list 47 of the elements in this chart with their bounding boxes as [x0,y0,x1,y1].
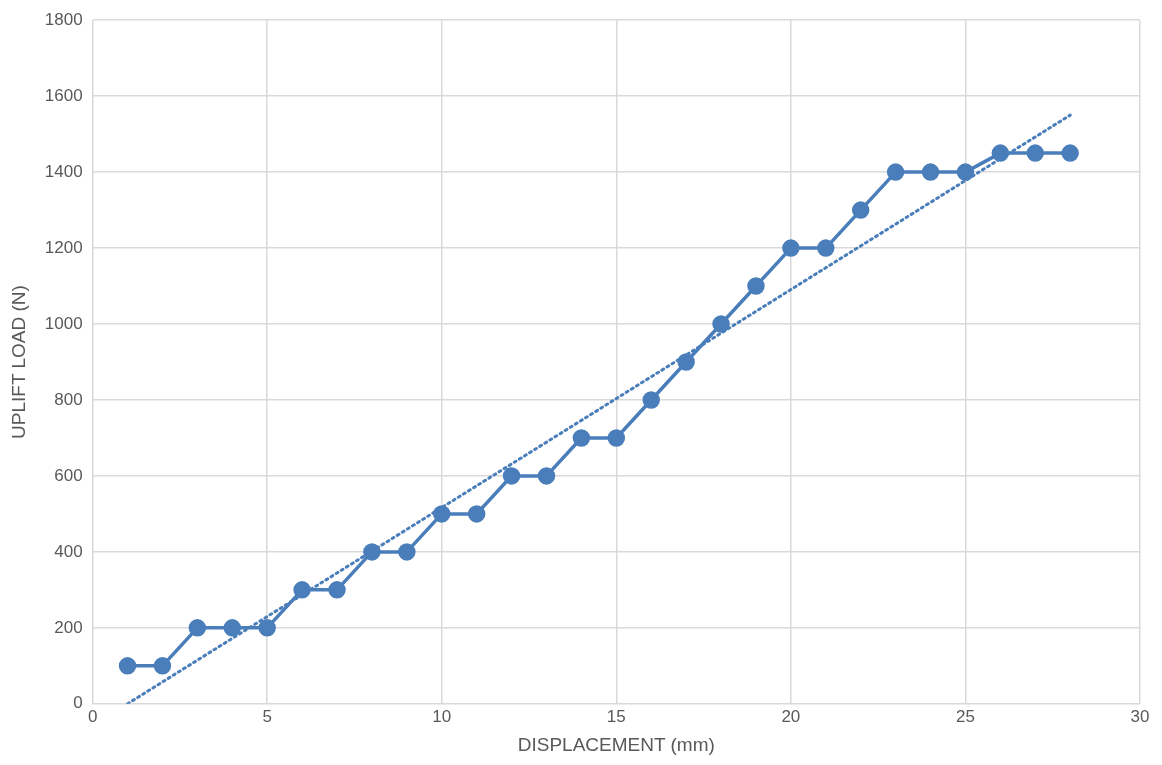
point [398,543,416,561]
point [363,543,381,561]
point [502,467,521,485]
y-tick-label: 200 [54,617,83,637]
y-tick-label: 0 [73,693,83,713]
y-tick-label: 1000 [44,313,83,333]
x-tick-label: 25 [955,706,975,726]
y-tick-label: 1800 [44,9,83,29]
y-tick-label: 1600 [44,85,83,105]
x-tick-label: 0 [87,706,98,726]
point [258,619,276,637]
point [572,429,591,447]
point [642,391,660,409]
point [223,619,242,637]
point [817,239,835,257]
x-tick-label: 30 [1130,706,1150,726]
y-tick-label: 600 [54,465,83,485]
y-axis-title: UPLIFT LOAD (N) [7,285,29,439]
point [782,239,800,257]
y-tick-label: 400 [54,541,83,561]
point [677,353,695,371]
point [1026,144,1045,162]
y-tick-label: 800 [54,389,83,409]
point [747,277,765,295]
point [921,163,940,181]
point [991,144,1010,162]
point [328,581,346,599]
y-tick-label: 1400 [44,161,83,181]
point [433,505,451,523]
x-tick-label: 20 [781,706,801,726]
x-tick-label: 15 [606,706,626,726]
x-tick-label: 5 [262,706,272,726]
point [712,315,730,333]
x-tick-label: 10 [432,706,452,726]
point [293,581,311,599]
point [607,429,626,447]
x-axis-title: DISPLACEMENT (mm) [517,733,715,755]
point [188,619,207,637]
point [1061,144,1079,162]
point [153,657,172,675]
y-tick-label: 1200 [44,237,83,257]
point [956,163,975,181]
point [886,163,905,181]
point [467,505,486,523]
point [118,657,137,675]
point [537,467,556,485]
point [851,201,870,219]
